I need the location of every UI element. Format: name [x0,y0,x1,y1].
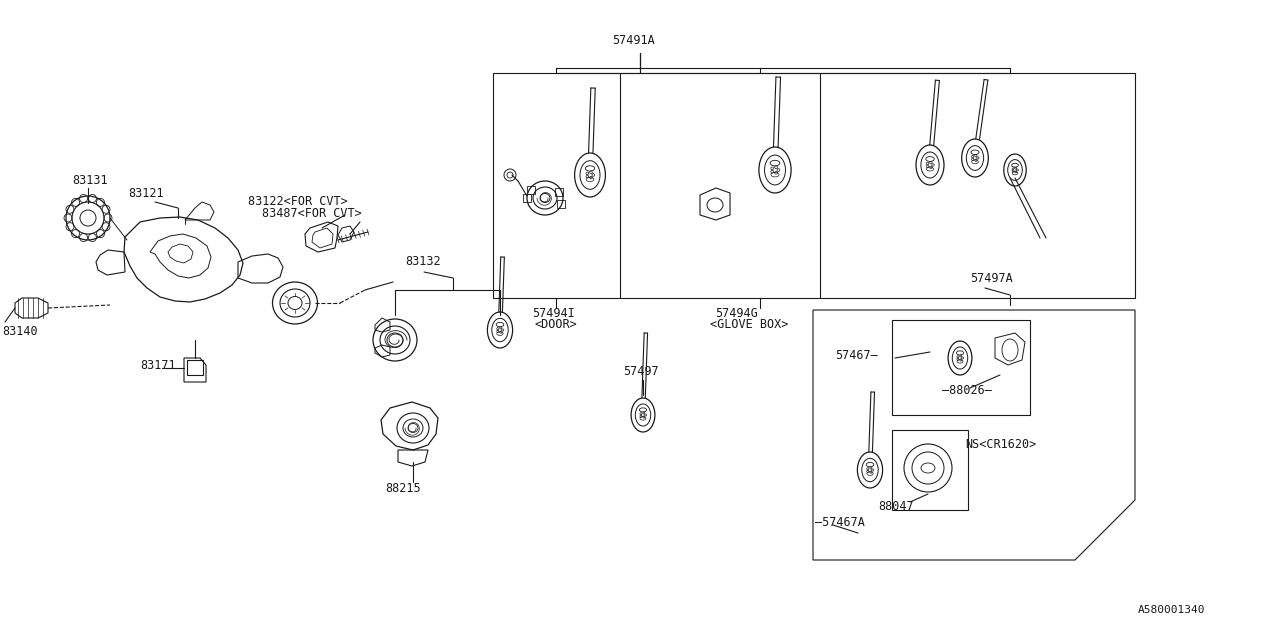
Text: 88047: 88047 [878,500,914,513]
Text: <GLOVE BOX>: <GLOVE BOX> [710,318,788,331]
Text: 57497: 57497 [623,365,659,378]
Text: 57494I: 57494I [532,307,575,320]
Text: 88215: 88215 [385,482,421,495]
Text: A580001340: A580001340 [1138,605,1204,615]
Text: 57467—: 57467— [835,349,878,362]
Text: 57494G: 57494G [716,307,758,320]
Text: 83131: 83131 [72,174,108,187]
Text: 83487<FOR CVT>: 83487<FOR CVT> [262,207,362,220]
Text: 83132: 83132 [404,255,440,268]
Text: <DOOR>: <DOOR> [534,318,577,331]
Text: 83171: 83171 [140,358,175,371]
Text: —88026—: —88026— [942,383,992,397]
Text: 57491A: 57491A [612,34,655,47]
Text: 57497A: 57497A [970,272,1012,285]
Text: —57467A: —57467A [815,516,865,529]
Text: NS<CR1620>: NS<CR1620> [965,438,1037,451]
Text: 83122<FOR CVT>: 83122<FOR CVT> [248,195,348,208]
Text: 83121: 83121 [128,187,164,200]
Text: 83140: 83140 [3,325,37,338]
